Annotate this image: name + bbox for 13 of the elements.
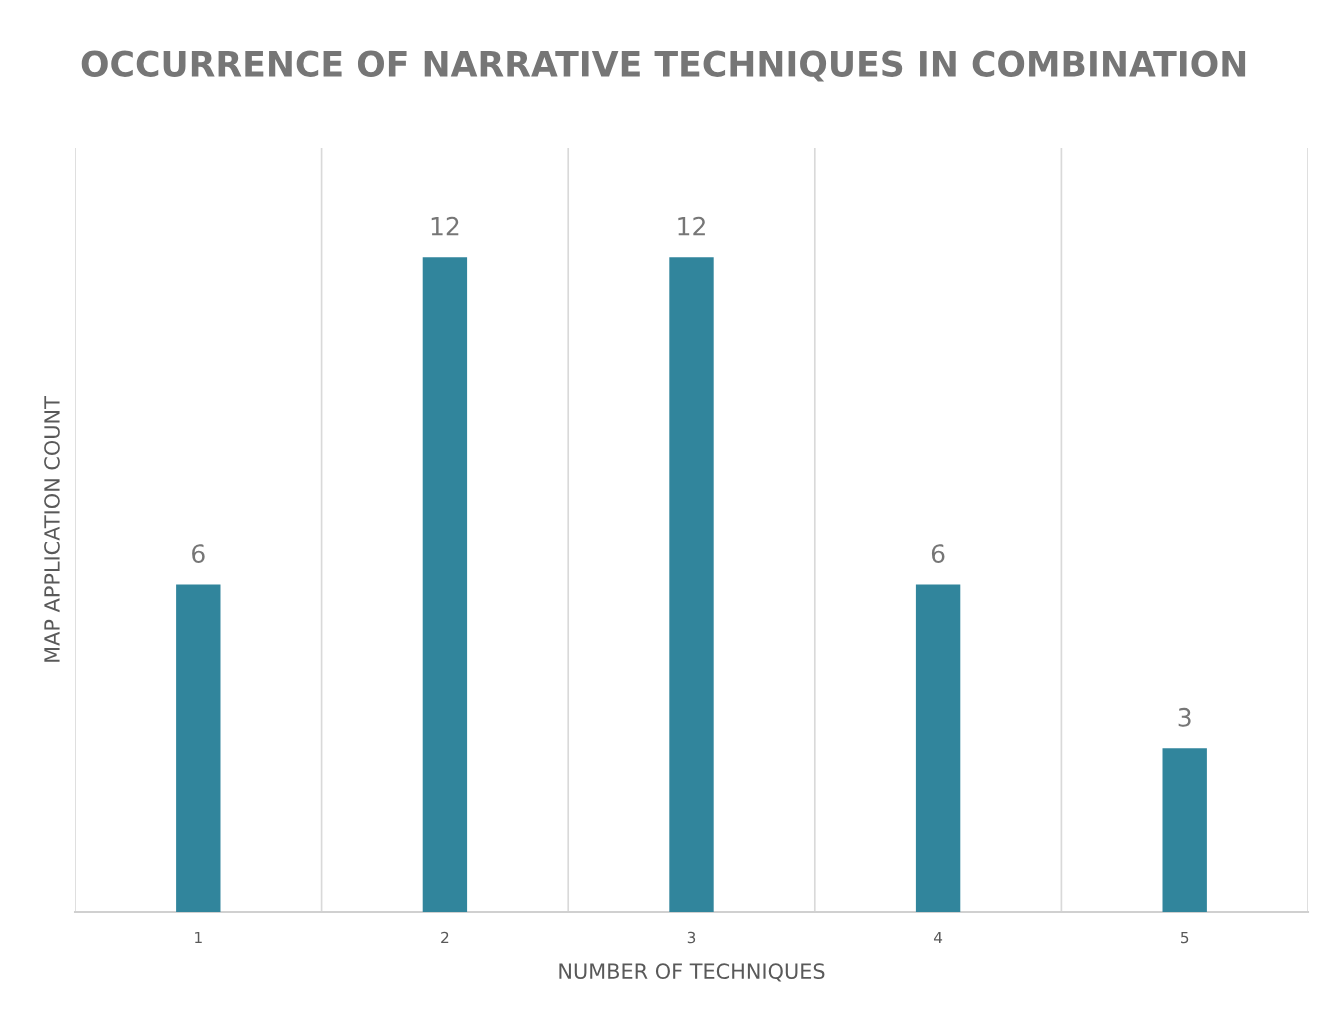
data-label: 3 (1178, 707, 1191, 727)
x-tick-label: 4 (933, 931, 943, 944)
x-tick-label: 2 (441, 931, 449, 944)
y-axis-title: MAP APPLICATION COUNT (44, 396, 60, 662)
x-tick-label: 3 (687, 931, 696, 944)
data-label: 12 (678, 216, 705, 236)
x-tick-label: 1 (195, 931, 202, 944)
data-label: 6 (931, 544, 945, 564)
x-axis-title: NUMBER OF TECHNIQUES (559, 963, 825, 982)
data-label: 12 (431, 216, 459, 236)
data-label: 6 (192, 544, 205, 564)
x-tick-label: 5 (1181, 931, 1189, 944)
chart-title: OCCURRENCE OF NARRATIVE TECHNIQUES IN COMBINATION (81, 50, 1246, 82)
